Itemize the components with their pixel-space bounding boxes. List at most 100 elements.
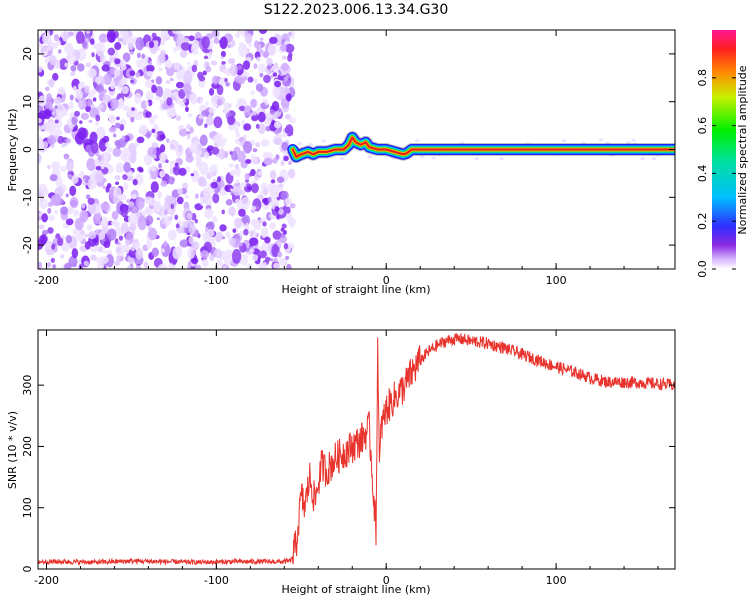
noise-blob (41, 229, 49, 236)
noise-blob (71, 248, 79, 259)
noise-blob (277, 132, 282, 138)
noise-blob (419, 155, 425, 159)
noise-blob (270, 75, 274, 79)
noise-blob (108, 114, 117, 125)
noise-blob (135, 248, 144, 260)
snr-x-tick-label: -100 (204, 574, 229, 587)
noise-blob (281, 223, 287, 229)
noise-blob (185, 89, 189, 95)
noise-blob (287, 54, 293, 62)
noise-blob (250, 183, 259, 194)
noise-blob (339, 156, 345, 160)
spectrogram-heatmap (38, 30, 675, 269)
noise-blob (112, 196, 120, 204)
noise-blob (273, 257, 278, 263)
noise-blob (235, 198, 240, 205)
noise-blob (65, 138, 72, 144)
noise-blob (74, 110, 81, 117)
noise-blob (145, 208, 151, 214)
noise-blob (49, 55, 57, 66)
noise-blob (431, 156, 437, 160)
noise-blob (122, 52, 131, 63)
noise-blob (38, 224, 45, 230)
noise-blob (38, 95, 47, 107)
noise-blob (57, 237, 64, 247)
noise-blob (280, 43, 287, 52)
noise-blob (236, 122, 241, 127)
noise-blob (180, 42, 191, 51)
noise-blob (205, 66, 212, 73)
noise-blob (68, 31, 74, 37)
noise-blob (130, 245, 136, 252)
noise-blob (284, 43, 295, 53)
colorbar-tick-label: 0.8 (696, 69, 709, 87)
noise-blob (46, 261, 52, 268)
noise-blob (116, 141, 122, 150)
noise-blob (49, 125, 57, 138)
noise-blob (110, 97, 119, 110)
noise-blob (259, 72, 264, 78)
noise-blob (248, 43, 252, 48)
noise-blob (132, 178, 138, 186)
noise-blob (186, 212, 193, 220)
noise-blob (194, 193, 199, 199)
noise-blob (205, 115, 214, 127)
noise-blob (149, 205, 154, 209)
noise-blob (227, 115, 236, 126)
spectrogram-x-axis-label: Height of straight line (km) (281, 283, 430, 296)
noise-blob (221, 60, 226, 65)
noise-blob (167, 216, 173, 221)
noise-blob (278, 208, 284, 215)
noise-blob (166, 66, 175, 77)
noise-blob (173, 47, 178, 52)
noise-blob (65, 234, 72, 244)
noise-blob (145, 64, 155, 73)
noise-blob (204, 208, 214, 220)
noise-blob (61, 143, 66, 148)
noise-blob (243, 134, 248, 139)
noise-blob (174, 162, 179, 167)
noise-blob (240, 196, 251, 210)
noise-blob (148, 40, 155, 49)
noise-blob (269, 109, 276, 115)
noise-blob (94, 170, 104, 184)
noise-blob (212, 215, 218, 223)
noise-blob (157, 263, 168, 269)
noise-blob (285, 206, 291, 214)
noise-blob (272, 72, 278, 77)
noise-blob (83, 260, 89, 267)
noise-blob (258, 30, 268, 34)
spectrogram-x-tick-label: 0 (383, 274, 390, 287)
noise-blob (158, 67, 163, 72)
noise-blob (199, 98, 203, 104)
colorbar-label: Normalized spectral amplitude (736, 65, 749, 234)
noise-blob (189, 126, 194, 134)
noise-blob (367, 155, 373, 159)
noise-blob (87, 99, 92, 107)
noise-blob (228, 206, 236, 217)
noise-blob (187, 247, 195, 260)
noise-blob (169, 143, 175, 150)
noise-blob (208, 107, 216, 114)
noise-blob (184, 194, 190, 199)
noise-blob (160, 248, 166, 253)
noise-blob (95, 84, 104, 93)
noise-blob (105, 253, 114, 268)
noise-blob (215, 105, 220, 109)
noise-blob (280, 62, 290, 72)
noise-blob (145, 91, 154, 103)
noise-blob (249, 109, 253, 114)
noise-blob (38, 183, 48, 193)
noise-blob (284, 113, 292, 120)
noise-blob (253, 63, 258, 70)
noise-blob (250, 90, 255, 96)
noise-blob (179, 124, 185, 130)
noise-blob (53, 34, 60, 42)
noise-blob (271, 100, 280, 112)
noise-blob (262, 188, 269, 196)
noise-blob (267, 196, 272, 203)
noise-blob (274, 80, 282, 88)
noise-blob (159, 134, 166, 140)
noise-blob (176, 45, 182, 51)
